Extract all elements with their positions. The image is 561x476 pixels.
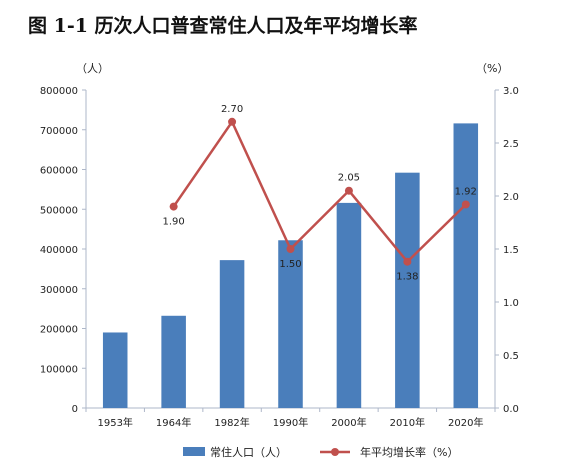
- x-axis-tick-label: 1953年: [97, 416, 132, 429]
- left-axis-tick-label: 200000: [40, 325, 78, 336]
- right-axis-tick-label: 2.5: [503, 139, 519, 150]
- growth-rate-data-label: 1.38: [396, 272, 418, 283]
- growth-rate-data-label: 2.05: [338, 173, 360, 184]
- left-axis-tick-label: 500000: [40, 205, 78, 216]
- left-axis-tick-label: 400000: [40, 245, 78, 256]
- growth-rate-data-label: 1.92: [455, 186, 477, 197]
- x-axis-tick-label: 2000年: [331, 416, 366, 429]
- growth-rate-line: [172, 120, 467, 263]
- right-axis-tick-label: 0.0: [503, 404, 519, 415]
- right-axis-tick-label: 2.0: [503, 192, 519, 203]
- right-axis-tick-label: 1.5: [503, 245, 519, 256]
- x-axis-tick-label: 1990年: [273, 416, 308, 429]
- legend-bar-label: 常住人口（人）: [210, 445, 287, 459]
- bar-population: [453, 123, 479, 408]
- bar-population: [278, 240, 303, 408]
- right-axis-unit: （%）: [476, 62, 508, 75]
- left-axis-tick-label: 0: [72, 404, 78, 415]
- right-axis-tick-label: 3.0: [503, 86, 519, 97]
- bar-population: [395, 172, 420, 408]
- bar-population: [102, 332, 128, 408]
- left-axis-tick-label: 100000: [40, 364, 78, 375]
- legend-bar-swatch: [183, 447, 205, 456]
- x-axis-tick-label: 1964年: [156, 416, 191, 429]
- left-axis-tick-label: 800000: [40, 86, 78, 97]
- growth-rate-point: [403, 257, 412, 266]
- legend-line-marker: [331, 448, 339, 456]
- growth-rate-point: [169, 202, 178, 211]
- growth-rate-data-label: 1.90: [163, 217, 185, 228]
- bar-population: [161, 315, 186, 408]
- right-axis-tick-label: 1.0: [503, 298, 519, 309]
- legend-line-label: 年平均增长率（%）: [360, 445, 458, 459]
- x-axis-tick-label: 2020年: [448, 416, 483, 429]
- growth-rate-point: [286, 245, 295, 253]
- legend: 常住人口（人） 年平均增长率（%）: [183, 445, 458, 459]
- left-axis-unit: （人）: [76, 62, 109, 75]
- growth-rate-point: [228, 117, 237, 126]
- bar-population: [336, 202, 362, 408]
- growth-rate-point: [344, 186, 353, 195]
- left-axis-tick-label: 600000: [40, 166, 78, 177]
- plot-area: 0 100000 200000 300000 400000 500000 600000 700…: [40, 86, 519, 429]
- growth-rate-data-label: 2.70: [221, 104, 243, 115]
- left-axis-tick-label: 300000: [40, 285, 78, 296]
- chart-title: 图 1-1 历次人口普查常住人口及年平均增长率: [28, 14, 418, 37]
- left-axis-tick-label: 700000: [40, 126, 78, 137]
- growth-rate-data-label: 1.50: [279, 259, 301, 270]
- bar-population: [219, 260, 245, 408]
- x-axis-tick-label: 2010年: [390, 416, 425, 429]
- x-axis-tick-label: 1982年: [214, 416, 249, 429]
- growth-rate-point: [461, 200, 470, 209]
- right-axis-tick-label: 0.5: [503, 351, 519, 362]
